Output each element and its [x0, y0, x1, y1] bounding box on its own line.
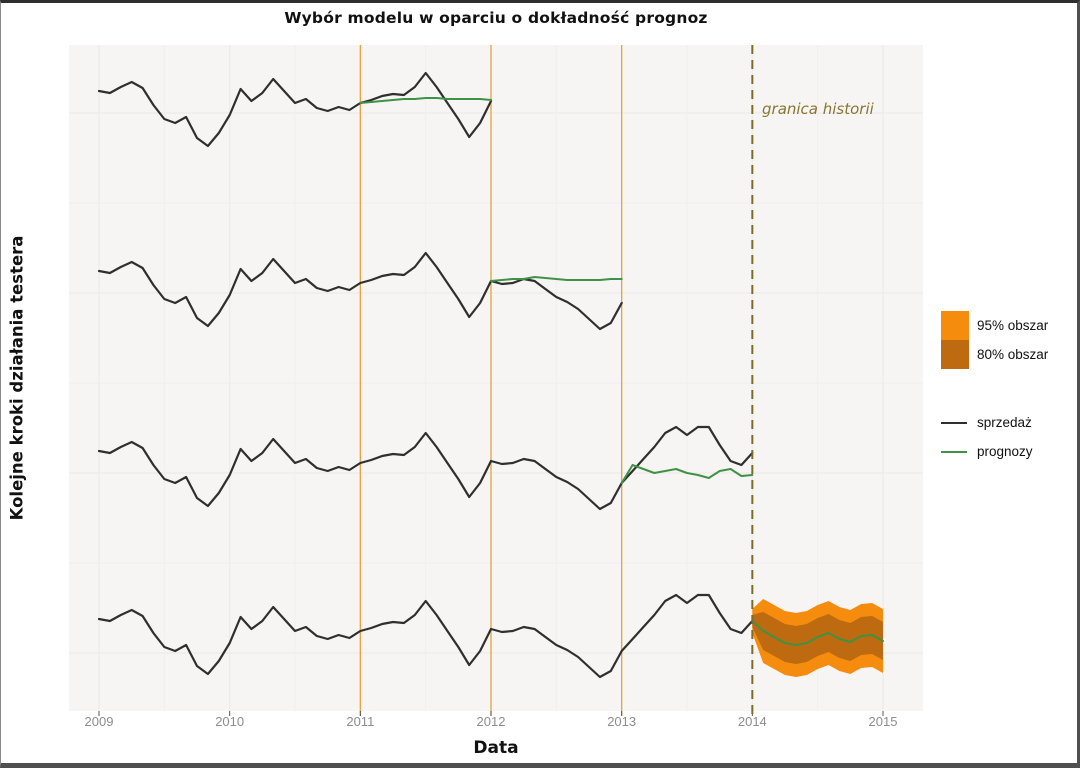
history-boundary-label: granica historii	[762, 100, 874, 118]
x-tick-label-2014: 2014	[737, 714, 767, 729]
sales-line-row-1	[97, 71, 493, 148]
x-tick-label-2010: 2010	[215, 714, 245, 729]
legend-label-forecast: prognozy	[977, 444, 1033, 459]
x-tick-label-2015: 2015	[868, 714, 898, 729]
chart-canvas	[69, 45, 923, 716]
sales-line-row-4	[97, 593, 754, 679]
plot-panel	[69, 45, 923, 711]
y-axis-title: Kolejne kroki działania testera	[7, 235, 27, 521]
forecast-line-row-1	[359, 97, 492, 104]
x-tick-label-2011: 2011	[346, 714, 375, 729]
forecast-line-row-2	[490, 276, 623, 282]
x-tick-label-2012: 2012	[476, 714, 506, 729]
x-tick-label-2009: 2009	[84, 714, 114, 729]
sales-line-row-3	[97, 425, 754, 511]
forecast-line-row-3	[620, 464, 754, 484]
forecast-line-row-4	[751, 620, 884, 646]
legend-swatch-95-band	[941, 311, 969, 340]
x-tick-label-2013: 2013	[607, 714, 637, 729]
legend-label-80-band: 80% obszar	[977, 347, 1049, 362]
chart-title: Wybór modelu w oparciu o dokładność prog…	[284, 9, 708, 27]
legend-line-forecast	[941, 451, 967, 453]
sales-line-row-2	[97, 251, 623, 331]
legend-label-95-band: 95% obszar	[977, 318, 1049, 333]
legend-label-sales: sprzedaż	[977, 415, 1032, 430]
legend-swatch-80-band	[941, 340, 969, 369]
x-axis-title: Data	[473, 738, 519, 758]
legend-line-sales	[941, 422, 967, 424]
